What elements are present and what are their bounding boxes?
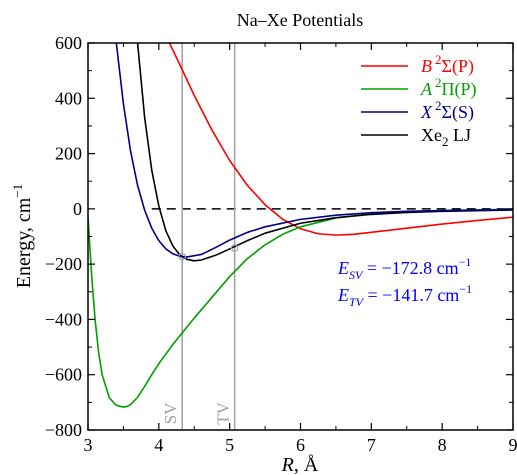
legend-label-italic: A [420,79,433,99]
annotation-value: = −172.8 cm [362,258,458,278]
y-tick-label: −800 [45,420,82,440]
series-line-x [115,43,513,258]
annotation-var: E [337,258,349,278]
series-line-lj [136,43,513,262]
x-tick-label: 3 [84,435,93,455]
legend-label-x: X 2Σ(S) [420,98,474,123]
annotation-sup: −1 [459,282,472,296]
x-axis-unit: , Å [294,454,319,475]
x-tick-label: 8 [438,435,447,455]
series-line-a [88,208,513,408]
y-tick-label: 0 [73,199,82,219]
marker-point-1 [178,252,187,261]
legend-label-italic: B [421,56,432,76]
legend-label-sup: 2 [435,75,442,90]
annotation-value: = −141.7 cm [363,285,459,305]
marker-point-2 [230,244,239,252]
legend-label-sub: 2 [442,134,449,149]
x-tick-label: 9 [509,435,517,455]
series-line-b [168,43,513,236]
ticks: 3 4 5 6 7 8 9 −800 −600 −400 −200 0 200 400 600 [45,33,517,455]
legend-label-a: A 2Π(P) [420,75,477,100]
legend-label-italic: X [420,102,433,122]
y-axis-text: Energy, cm [13,197,35,288]
legend: B 2Σ(P)A 2Π(P)X 2Σ(S)Xe2 LJ [361,52,477,149]
y-tick-label: 200 [55,144,82,164]
x-axis-var: R [281,454,294,475]
legend-label-rest: LJ [449,125,472,145]
x-axis-label: R, Å [281,454,319,475]
y-axis-label: Energy, cm−1 [10,184,35,288]
y-tick-label: −600 [45,365,82,385]
y-tick-label: 400 [55,88,82,108]
annotation-var: E [337,285,349,305]
y-tick-label: 600 [55,33,82,53]
annotation-sup: −1 [459,255,472,269]
legend-label-sup: 2 [435,52,442,67]
energy-annotation-sv: ESV = −172.8 cm−1 [337,255,471,282]
legend-label-sup: 2 [435,98,442,113]
energy-annotation-tv: ETV = −141.7 cm−1 [337,282,472,309]
legend-label-rest: Σ(S) [442,102,474,123]
x-tick-label: 7 [367,435,376,455]
y-tick-label: −400 [45,309,82,329]
legend-label-lj: Xe2 LJ [421,125,471,149]
legend-label-rest: Π(P) [442,79,477,100]
y-tick-label: −200 [45,254,82,274]
annotation-sub: TV [349,295,365,309]
annotation-sub: SV [349,268,364,282]
x-tick-label: 4 [154,435,163,455]
legend-label-main: Xe [421,125,442,145]
legend-label-rest: Σ(P) [442,56,474,77]
chart-title: Na–Xe Potentials [237,10,363,30]
x-tick-label: 6 [296,435,305,455]
vertical-line-label-tv: TV [214,401,233,424]
vertical-line-label-sv: SV [161,402,180,424]
legend-label-b: B 2Σ(P) [421,52,474,77]
y-axis-sup: −1 [10,184,25,198]
plot-area: SV TV [88,43,513,430]
x-tick-label: 5 [225,435,234,455]
